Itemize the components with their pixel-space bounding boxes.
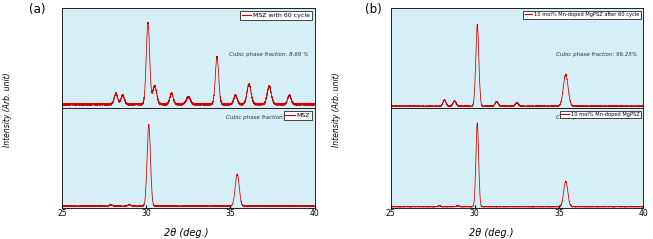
Text: Cubic phase fraction: 99.29%: Cubic phase fraction: 99.29%	[556, 115, 637, 120]
Legend: 10 mol% Mn-doped MgPSZ: 10 mol% Mn-doped MgPSZ	[560, 111, 641, 118]
Text: 2θ (deg.): 2θ (deg.)	[469, 228, 513, 238]
Text: (a): (a)	[29, 3, 46, 16]
Text: Intensity (Arb. unit): Intensity (Arb. unit)	[3, 73, 12, 147]
Legend: MSZ with 60 cycle: MSZ with 60 cycle	[240, 11, 311, 20]
Text: Cubic phase fraction: 96.25%: Cubic phase fraction: 96.25%	[556, 52, 637, 57]
Text: Intensity (Arb. unit): Intensity (Arb. unit)	[332, 73, 341, 147]
Text: (b): (b)	[365, 3, 382, 16]
Text: Cubic phase fraction: 96.71 %: Cubic phase fraction: 96.71 %	[225, 115, 308, 120]
Text: 2θ (deg.): 2θ (deg.)	[164, 228, 208, 238]
Text: Cubic phase fraction: 8.69 %: Cubic phase fraction: 8.69 %	[229, 52, 308, 57]
Legend: 10 mol% Mn-doped MgPSZ after 60 cycle: 10 mol% Mn-doped MgPSZ after 60 cycle	[524, 11, 641, 18]
Legend: MSZ: MSZ	[283, 111, 311, 120]
